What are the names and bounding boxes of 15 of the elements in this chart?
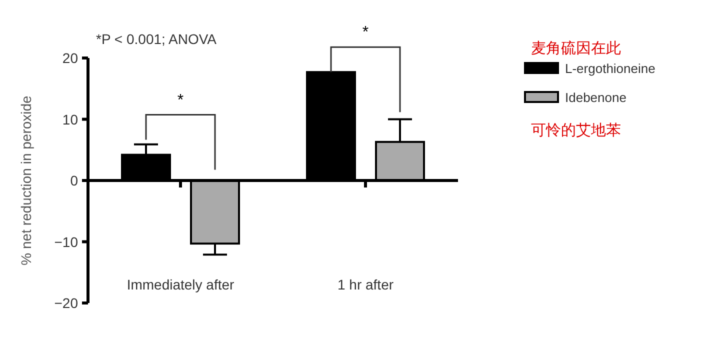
legend-label: Idebenone <box>565 90 626 105</box>
y-tick-label: −10 <box>54 234 78 250</box>
text: *P < 0.001; ANOVA <box>96 31 218 47</box>
text: 可怜的艾地苯 <box>531 122 621 139</box>
text: * <box>362 24 369 42</box>
y-tick-label: 0 <box>70 172 78 188</box>
legend-label: L-ergothioneine <box>565 61 656 76</box>
y-tick-label: 10 <box>62 111 78 128</box>
y-axis-title: % net reduction in peroxide <box>18 95 34 266</box>
x-tick-label: Immediately after <box>126 276 235 293</box>
y-tick-label: 20 <box>62 50 78 66</box>
y-tick-label: −20 <box>54 295 78 311</box>
annotation: * <box>177 92 184 109</box>
x-tick-label: 1 hr after <box>337 276 394 293</box>
text: 麦角硫因在此 <box>531 40 621 57</box>
